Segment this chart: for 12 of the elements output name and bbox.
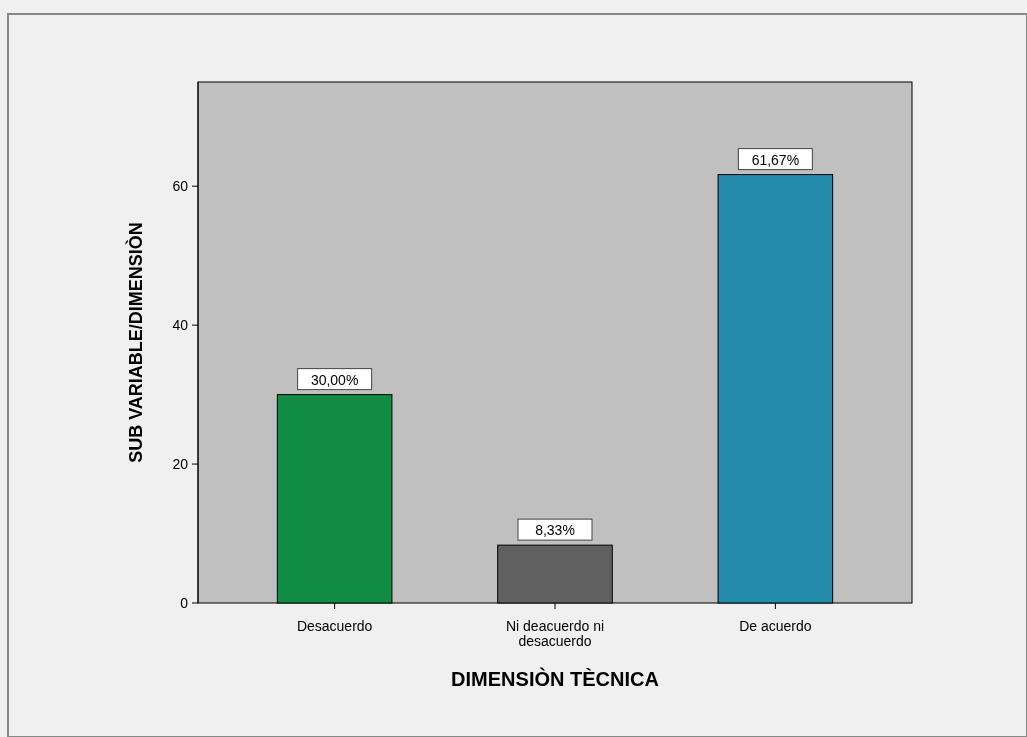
y-tick-label: 40 [172,317,189,334]
y-tick-label: 0 [180,595,189,611]
x-tick-label: Ni deacuerdo ni desacuerdo [505,618,605,649]
y-tick-label: 60 [172,178,189,195]
y-axis-title: SUB VARIABLE/DIMENSIÒN [125,222,146,463]
x-tick-label: De acuerdo [739,618,812,634]
x-tick-label: Desacuerdo [296,618,373,634]
data-label: 61,67% [751,151,800,168]
data-label: 30,00% [310,371,359,388]
y-tick-label: 20 [172,456,189,473]
data-label: 8,33% [535,522,575,539]
x-axis-title: DIMENSIÒN TÈCNICA [451,667,659,690]
